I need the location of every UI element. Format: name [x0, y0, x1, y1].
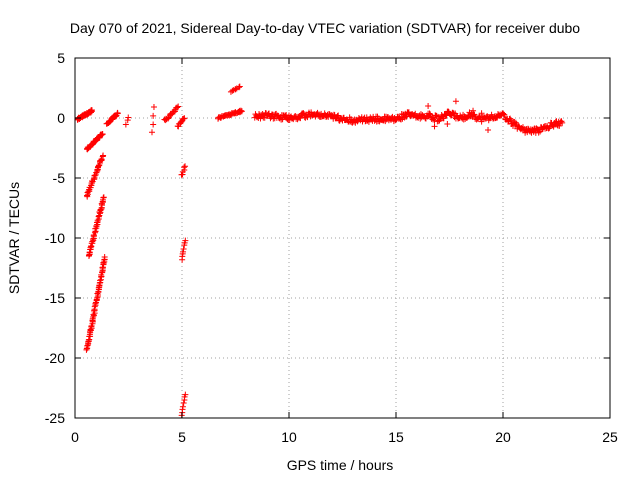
data-point: [98, 156, 105, 163]
data-point: [512, 119, 519, 126]
grid-lines: [75, 58, 610, 418]
data-point: [304, 114, 311, 121]
data-point: [500, 110, 506, 117]
data-point: [174, 104, 181, 111]
data-point: [501, 111, 508, 118]
data-point: [100, 259, 107, 266]
data-point: [88, 242, 95, 249]
data-point: [89, 236, 96, 243]
data-point: [91, 303, 98, 310]
data-point: [150, 112, 157, 119]
y-tick-label: -25: [45, 410, 65, 426]
data-point: [125, 114, 132, 121]
axis-ticks: 0 5 10 15 20 25 5 0 -5 -10 -15 -20 -25: [45, 50, 618, 445]
data-points: [74, 83, 566, 419]
data-point: [478, 110, 485, 117]
x-tick-label: 5: [178, 429, 186, 445]
data-point: [292, 113, 299, 120]
data-point: [100, 194, 107, 201]
data-point: [124, 117, 131, 124]
data-point: [507, 115, 514, 122]
data-point: [87, 244, 94, 251]
data-point: [150, 103, 157, 110]
data-point: [452, 98, 459, 105]
data-point: [478, 118, 485, 125]
data-point: [485, 127, 492, 133]
data-point: [100, 194, 107, 201]
data-point: [259, 111, 266, 118]
data-point: [95, 213, 102, 220]
data-point: [180, 248, 187, 255]
data-point: [397, 116, 404, 123]
data-point: [182, 391, 189, 398]
data-point: [444, 121, 451, 127]
data-point: [535, 129, 542, 136]
data-point: [99, 131, 106, 138]
data-point: [94, 217, 101, 224]
y-tick-label: -15: [45, 290, 65, 306]
data-point: [181, 115, 188, 122]
data-point: [431, 123, 438, 130]
data-point: [101, 254, 108, 261]
data-point: [556, 122, 563, 129]
y-tick-label: -20: [45, 350, 65, 366]
data-point: [97, 277, 104, 284]
data-point: [114, 109, 121, 116]
data-point: [232, 86, 239, 93]
data-point: [180, 245, 187, 252]
chart-title: Day 070 of 2021, Sidereal Day-to-day VTE…: [70, 20, 580, 36]
x-tick-label: 15: [388, 429, 404, 445]
data-point: [181, 164, 188, 171]
data-point: [392, 117, 399, 124]
data-point: [236, 84, 243, 91]
data-point: [150, 121, 157, 128]
data-point: [470, 107, 477, 114]
x-tick-label: 10: [281, 429, 297, 445]
data-point: [179, 403, 186, 410]
data-point: [266, 110, 273, 117]
data-point: [236, 83, 243, 90]
x-tick-label: 25: [602, 429, 618, 445]
data-point: [238, 108, 245, 115]
data-point: [546, 124, 553, 131]
data-point: [122, 121, 129, 128]
data-point: [559, 119, 566, 126]
data-point: [500, 111, 507, 118]
data-point: [93, 222, 100, 229]
data-point: [276, 115, 283, 122]
y-axis-label: SDTVAR / TECUs: [6, 182, 22, 294]
data-point: [430, 116, 437, 123]
data-point: [100, 152, 107, 159]
data-point: [436, 117, 443, 124]
data-point: [426, 110, 433, 117]
data-point: [512, 122, 519, 129]
data-point: [84, 192, 91, 199]
x-tick-label: 0: [71, 429, 79, 445]
y-tick-label: -10: [45, 230, 65, 246]
y-tick-label: 5: [57, 50, 65, 66]
data-point: [175, 103, 182, 110]
data-point: [88, 106, 95, 113]
data-point: [425, 103, 432, 109]
y-tick-label: -5: [53, 170, 66, 186]
data-point: [98, 132, 105, 139]
data-point: [182, 237, 189, 244]
data-point: [182, 163, 189, 170]
data-point: [427, 111, 434, 118]
data-point: [237, 107, 244, 114]
x-axis-label: GPS time / hours: [287, 457, 394, 473]
data-point: [334, 113, 341, 120]
data-point: [180, 400, 187, 407]
data-point: [433, 113, 440, 120]
y-tick-label: 0: [57, 110, 65, 126]
data-point: [148, 129, 155, 136]
data-point: [90, 311, 97, 318]
x-tick-label: 20: [495, 429, 511, 445]
data-point: [87, 326, 94, 333]
